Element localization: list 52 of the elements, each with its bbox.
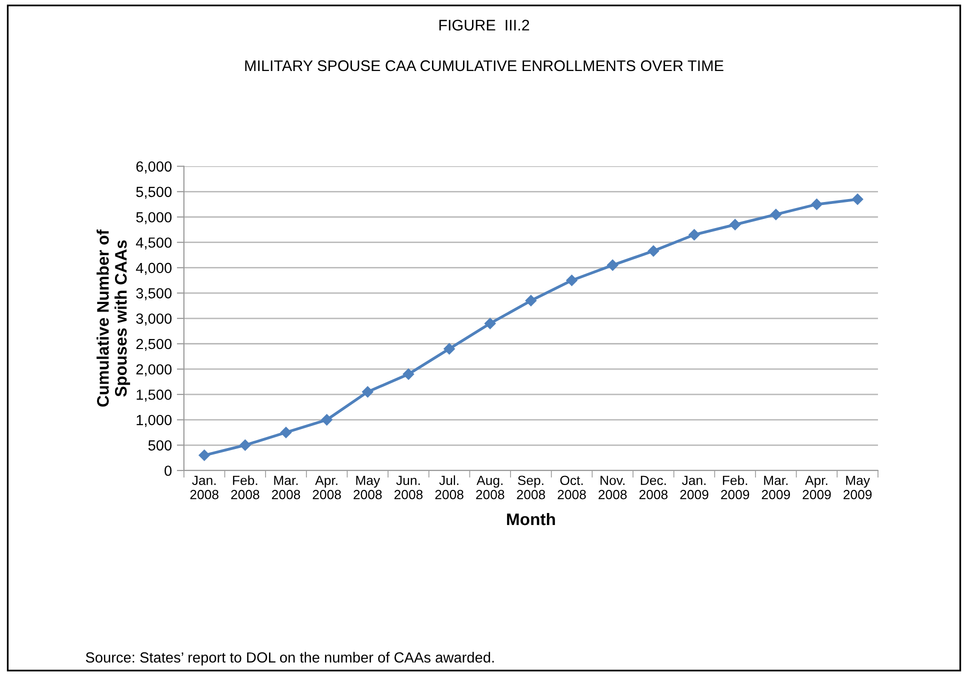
y-tick-label: 6,000 [136, 161, 172, 174]
y-axis-title: Cumulative Number of Spouses with CAAs [96, 229, 130, 407]
point [606, 260, 618, 271]
point [852, 194, 864, 205]
x-tick-label: Mar. 2009 [762, 476, 790, 500]
point [280, 426, 292, 438]
point [648, 245, 660, 257]
x-tick-label: Apr. 2009 [802, 476, 831, 500]
point [688, 229, 700, 240]
point [811, 198, 822, 210]
point [198, 450, 210, 461]
point [566, 274, 578, 286]
y-tick-label: 0 [164, 466, 172, 476]
y-tick-label: 4,500 [136, 237, 172, 250]
chart-subtitle: MILITARY SPOUSE CAA CUMULATIVE ENROLLMENTS OVER TIME [245, 60, 724, 72]
x-tick-label: Feb. 2009 [721, 475, 750, 500]
point [729, 218, 741, 230]
x-tick-label: Oct. 2008 [558, 476, 586, 500]
point [525, 295, 537, 306]
y-tick-label: 3,500 [136, 288, 172, 300]
point [770, 208, 782, 220]
x-tick-label: Mar. 2008 [272, 476, 300, 500]
x-axis-title: Month [507, 512, 555, 526]
point [444, 343, 455, 354]
y-tick-label: 2,000 [136, 364, 172, 376]
y-tick-label: 1,500 [136, 390, 172, 402]
x-tick-label: Dec. 2008 [639, 476, 668, 500]
x-tick-label: Jan. 2008 [190, 476, 218, 500]
y-tick-label: 5,500 [136, 186, 172, 199]
x-tick-label: Sep. 2008 [516, 476, 546, 500]
point [240, 440, 251, 451]
x-tick-label: Aug. 2008 [476, 476, 504, 500]
x-tick-label: Apr. 2008 [312, 476, 341, 500]
x-tick-label: Jul. 2008 [435, 475, 464, 500]
y-tick-label: 5,000 [136, 212, 172, 224]
x-tick-label: Feb. 2008 [231, 475, 260, 500]
x-tick-label: May 2008 [354, 476, 382, 500]
source-note: Source: States’ report to DOL on the number of CAAs awarded. [86, 652, 494, 666]
point [484, 318, 496, 330]
x-tick-label: Jan. 2009 [680, 476, 708, 500]
y-tick-label: 500 [148, 440, 172, 451]
x-tick-label: Jun. 2008 [394, 476, 423, 500]
x-tick-label: May 2009 [844, 476, 872, 500]
y-tick-label: 4,000 [136, 262, 172, 275]
chart-title: FIGURE III.2 [439, 20, 530, 31]
y-tick-label: 2,500 [136, 338, 172, 351]
point [362, 386, 374, 398]
y-tick-label: 1,000 [136, 414, 172, 427]
x-tick-label: Nov. 2008 [598, 476, 627, 500]
point [402, 368, 414, 380]
y-tick-label: 3,000 [136, 313, 172, 326]
point [321, 414, 332, 426]
